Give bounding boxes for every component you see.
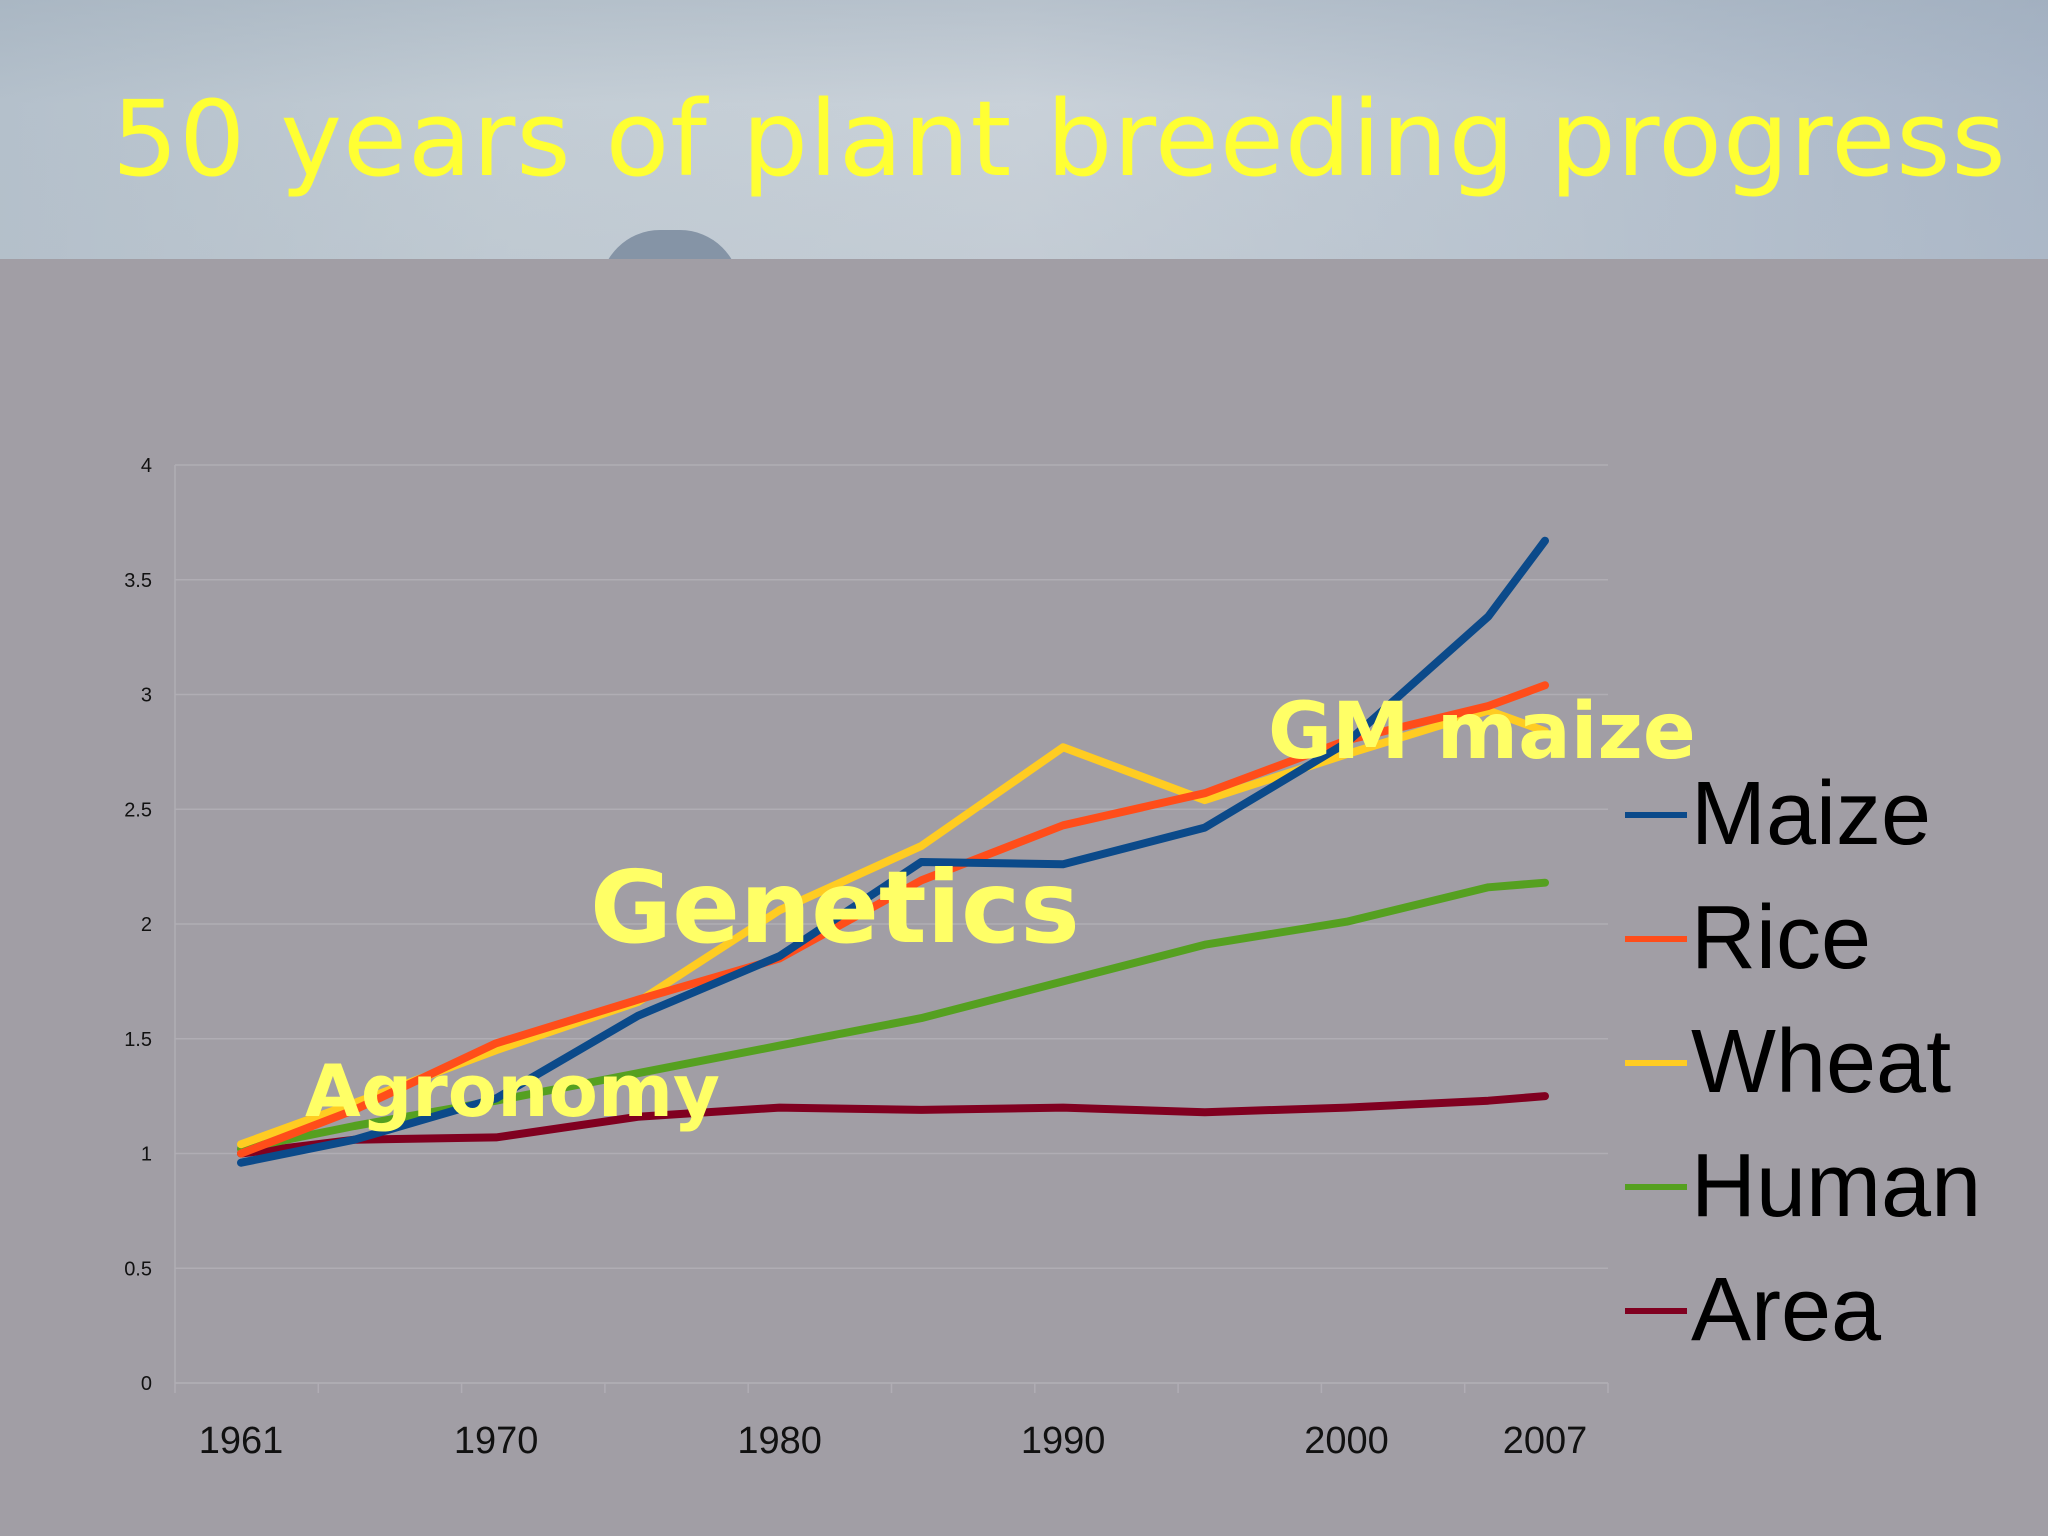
- y-tick-label: 3.5: [124, 570, 152, 592]
- title-banner: 50 years of plant breeding progress: [0, 0, 2048, 259]
- y-tick-label: 2.5: [124, 799, 152, 821]
- series-line-area: [237, 1092, 1549, 1158]
- legend-swatch: [1625, 1308, 1687, 1314]
- legend-swatch: [1625, 812, 1687, 818]
- annotation-gm-maize: GM maize: [1268, 687, 1696, 777]
- y-tick-label: 1.5: [124, 1029, 152, 1051]
- y-tick-label: 0.5: [124, 1258, 152, 1280]
- x-tick-label: 2000: [1304, 1420, 1389, 1462]
- x-tick-label: 1970: [454, 1420, 539, 1462]
- x-tick-label: 1990: [1021, 1420, 1106, 1462]
- gridlines: [175, 464, 1608, 1384]
- x-tick-label: 1961: [199, 1420, 284, 1462]
- y-tick-label: 0: [141, 1373, 152, 1395]
- legend-swatch: [1625, 1060, 1687, 1066]
- legend-label: Maize: [1691, 764, 1932, 864]
- legend-label: Wheat: [1691, 1012, 1952, 1112]
- legend-label: Area: [1691, 1260, 1882, 1360]
- axes: 0 0.5 1 1.5 2 2.5 3 3.5 4 1961 1970 1980 1990 2000 200…: [124, 455, 1609, 1462]
- annotation-agronomy: Agronomy: [305, 1049, 720, 1133]
- banner-haze: [0, 0, 2048, 259]
- x-tick-label: 1980: [737, 1420, 822, 1462]
- chart-area: 0 0.5 1 1.5 2 2.5 3 3.5 4 1961 1970 1980 1990 2000 200…: [0, 259, 2048, 1536]
- y-tick-label: 3: [141, 685, 152, 707]
- series-lines: [237, 536, 1549, 1167]
- legend-label: Human: [1691, 1136, 1982, 1236]
- slide-title: 50 years of plant breeding progress: [112, 78, 2007, 200]
- y-tick-label: 4: [141, 455, 152, 477]
- legend-label: Rice: [1691, 888, 1872, 988]
- x-tick-label: 2007: [1503, 1420, 1588, 1462]
- series-line-maize: [237, 536, 1549, 1167]
- legend-swatch: [1625, 1184, 1687, 1190]
- legend-swatch: [1625, 936, 1687, 942]
- line-chart: 0 0.5 1 1.5 2 2.5 3 3.5 4 1961 1970 1980 1990 2000 200…: [124, 455, 1609, 1462]
- series-line-rice: [237, 681, 1549, 1158]
- annotation-genetics: Genetics: [590, 849, 1080, 966]
- y-tick-label: 2: [141, 914, 152, 936]
- y-tick-label: 1: [141, 1144, 152, 1166]
